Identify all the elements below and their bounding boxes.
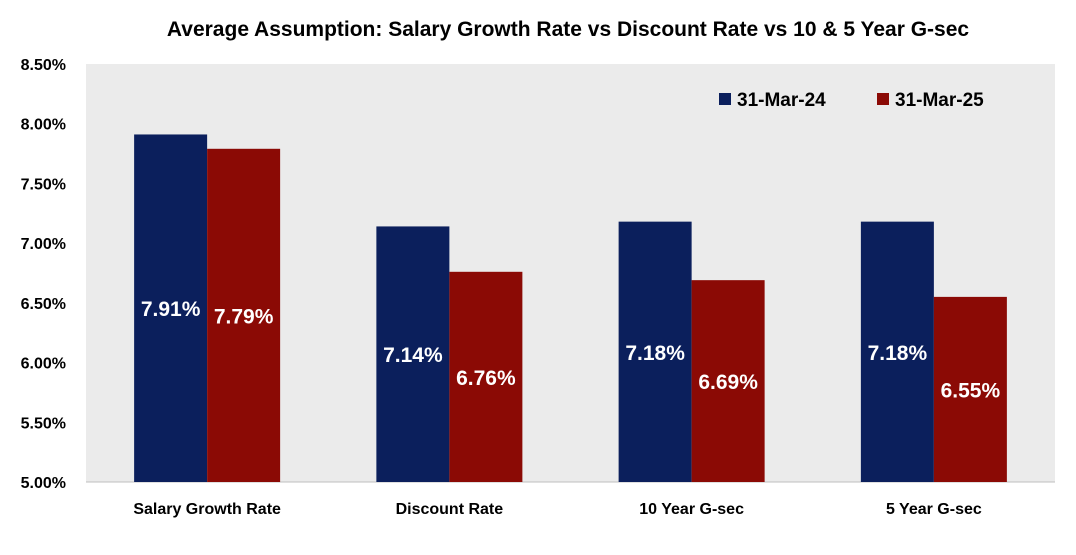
y-tick-label: 7.50% — [21, 176, 66, 193]
bar-31-Mar-25-10-year-g-sec — [691, 280, 765, 482]
y-tick-label: 6.00% — [21, 356, 66, 373]
data-label: 7.14% — [383, 344, 443, 367]
bar-31-Mar-24-salary-growth-rate — [134, 134, 208, 482]
legend-swatch — [877, 93, 889, 105]
y-tick-label: 7.00% — [21, 236, 66, 253]
y-tick-label: 6.50% — [21, 296, 66, 313]
bar-31-Mar-25-salary-growth-rate — [207, 148, 281, 482]
x-axis-ticks: Salary Growth Rate Discount Rate 10 Year G… — [133, 501, 982, 518]
x-tick-label: 10 Year G-sec — [639, 501, 744, 518]
chart-title: Average Assumption: Salary Growth Rate v… — [167, 18, 970, 41]
data-label: 6.69% — [698, 371, 758, 394]
bar-31-Mar-24-5-year-g-sec — [860, 221, 934, 482]
y-tick-label: 8.00% — [21, 117, 66, 134]
x-tick-label: Discount Rate — [396, 501, 504, 518]
data-label: 7.79% — [214, 305, 274, 328]
bar-31-Mar-24-discount-rate — [376, 226, 450, 482]
x-tick-label: 5 Year G-sec — [886, 501, 982, 518]
data-label: 6.55% — [941, 379, 1001, 402]
data-label: 7.91% — [141, 298, 201, 321]
data-label: 6.76% — [456, 367, 516, 390]
bar-31-Mar-25-discount-rate — [449, 271, 523, 482]
bar-31-Mar-25-5-year-g-sec — [933, 296, 1007, 482]
bar-series: 7.91% 7.79% 7.14% 6.76% 7.18% 6.69% 7.18% 6.55% — [134, 134, 1007, 482]
legend-label: 31-Mar-24 — [737, 90, 826, 111]
y-tick-label: 8.50% — [21, 57, 66, 74]
y-axis-ticks: 5.00% 5.50% 6.00% 6.50% 7.00% 7.50% 8.00% 8.50% — [21, 57, 66, 492]
y-tick-label: 5.50% — [21, 415, 66, 432]
legend-label: 31-Mar-25 — [895, 90, 984, 111]
data-label: 7.18% — [868, 342, 928, 365]
legend: 31-Mar-24 31-Mar-25 — [719, 90, 984, 111]
data-label: 7.18% — [625, 342, 685, 365]
legend-swatch — [719, 93, 731, 105]
bar-31-Mar-24-10-year-g-sec — [618, 221, 692, 482]
y-tick-label: 5.00% — [21, 475, 66, 492]
x-tick-label: Salary Growth Rate — [133, 501, 281, 518]
